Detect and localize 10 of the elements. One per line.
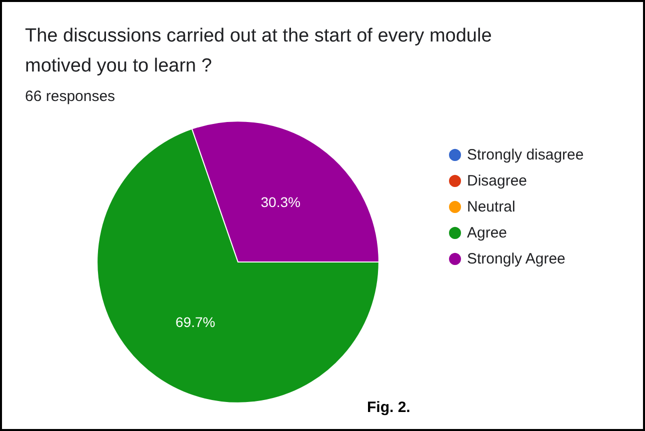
legend-label: Neutral [467, 198, 516, 216]
data-label: 30.3% [260, 194, 300, 210]
legend-label: Strongly Agree [467, 250, 566, 268]
chart-subtitle: 66 responses [25, 88, 116, 105]
legend-label: Agree [467, 224, 508, 242]
chart-title: The discussions carried out at the start of every module motived you to learn ? [25, 26, 492, 76]
legend-label: Strongly disagree [467, 146, 584, 164]
legend-label: Disagree [467, 172, 528, 190]
caption: Fig. 2. [367, 399, 410, 416]
data-label: 69.7% [176, 314, 216, 330]
